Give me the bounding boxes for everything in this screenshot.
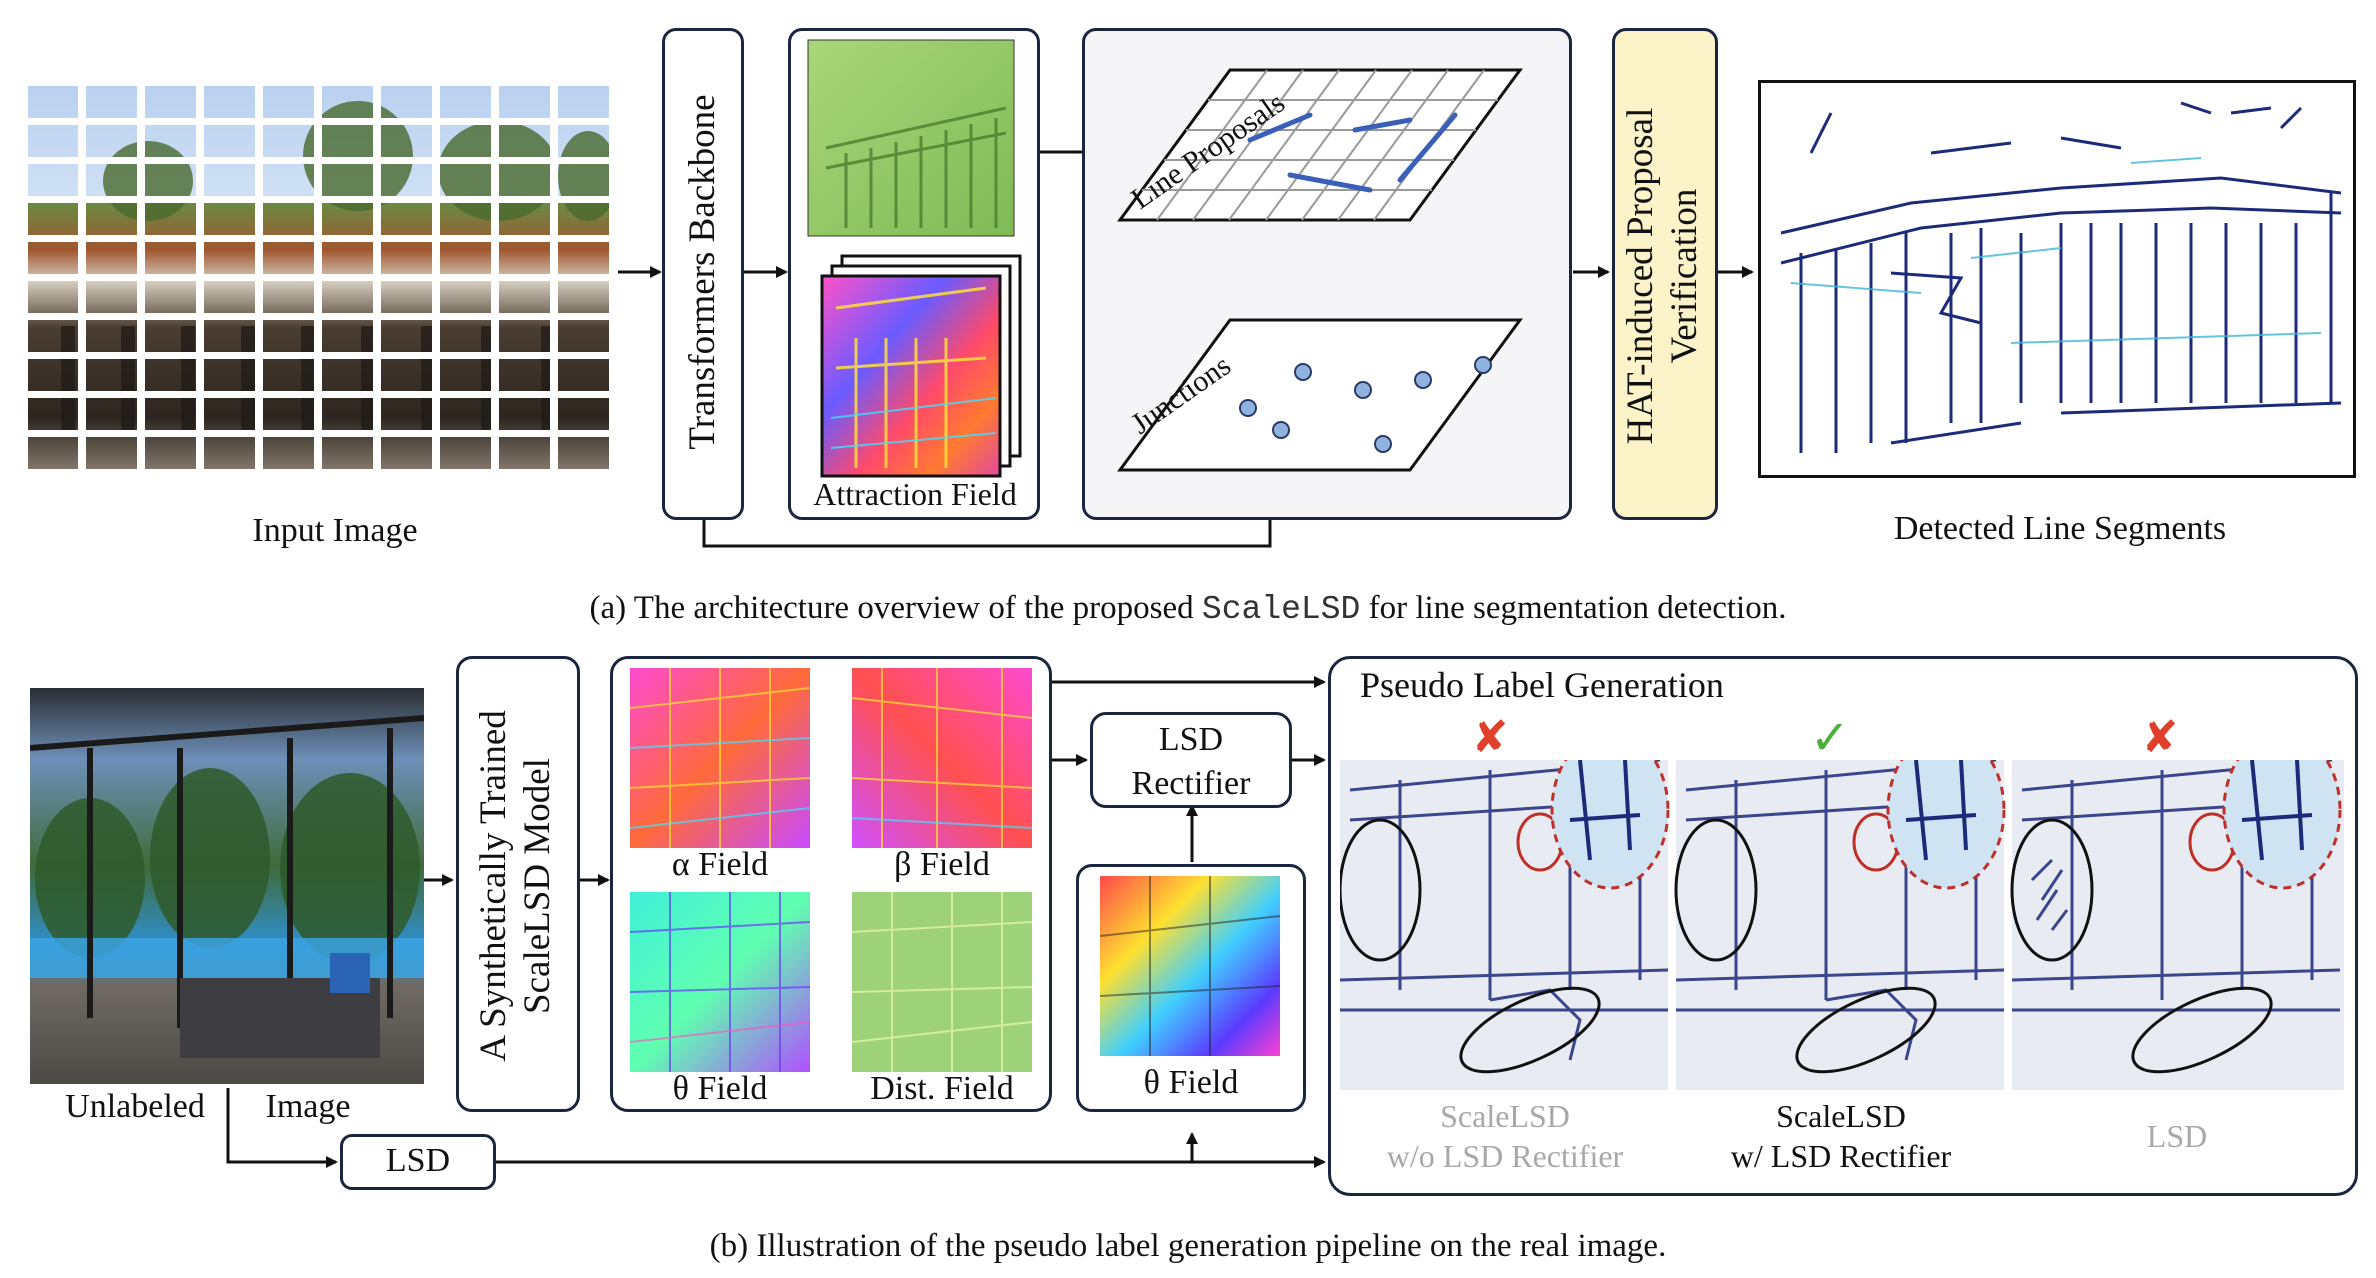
theta-field-label: θ Field [672, 1070, 768, 1107]
result3-mark: ✘ [2141, 712, 2179, 763]
theta-field-image [629, 892, 811, 1072]
dist-field-label: Dist. Field [870, 1070, 1014, 1107]
lsd-box-label: LSD [385, 1142, 451, 1179]
lsd-rectifier-box [1090, 712, 1292, 808]
alpha-field-image [629, 668, 811, 848]
caption-b: (b) Illustration of the pseudo label gen… [709, 1228, 1667, 1264]
transformers-backbone-label: Transformers Backbone [682, 94, 723, 450]
result-panels [1338, 730, 2344, 1090]
result2-mark: ✓ [1809, 710, 1851, 766]
result2-label: ScaleLSD w/ LSD Rectifier [1730, 1098, 1952, 1174]
input-image [28, 86, 618, 476]
line-proposals-plane: Line Proposals [1117, 68, 1523, 222]
detected-label: Detected Line Segments [1893, 510, 2227, 547]
dist-field-image [851, 892, 1033, 1072]
synthetic-model-box [456, 656, 580, 1112]
theta-field-2-image [1099, 876, 1281, 1056]
caption-a: (a) The architecture overview of the pro… [589, 590, 1787, 628]
verification-label: HAT-induced Proposal Verification [1620, 107, 1705, 445]
lsd-rectifier-label: LSD Rectifier [1131, 721, 1251, 802]
synthetic-model-label: A Synthetically Trained ScaleLSD Model [473, 710, 558, 1062]
beta-field-image [851, 668, 1033, 848]
detected-line-segments [1758, 80, 2356, 478]
input-image-label: Input Image [252, 512, 418, 549]
lsd-box [340, 1134, 496, 1190]
verification-box [1612, 28, 1718, 520]
beta-field-label: β Field [894, 846, 990, 883]
unlabeled-word: Unlabeled [65, 1088, 205, 1125]
attraction-field-images [806, 38, 1026, 478]
pseudo-label-title: Pseudo Label Generation [1360, 665, 1724, 705]
junctions-plane: Junctions [1117, 318, 1523, 472]
result1-label: ScaleLSD w/o LSD Rectifier [1386, 1098, 1624, 1174]
image-word: Image [265, 1088, 351, 1125]
theta-field-2-label: θ Field [1143, 1064, 1239, 1101]
result3-label: LSD [2146, 1118, 2208, 1154]
unlabeled-image [29, 688, 425, 1084]
attraction-field-label: Attraction Field [813, 476, 1017, 512]
result1-mark: ✘ [1471, 712, 1509, 763]
alpha-field-label: α Field [671, 846, 769, 883]
transformers-backbone-box [662, 28, 744, 520]
